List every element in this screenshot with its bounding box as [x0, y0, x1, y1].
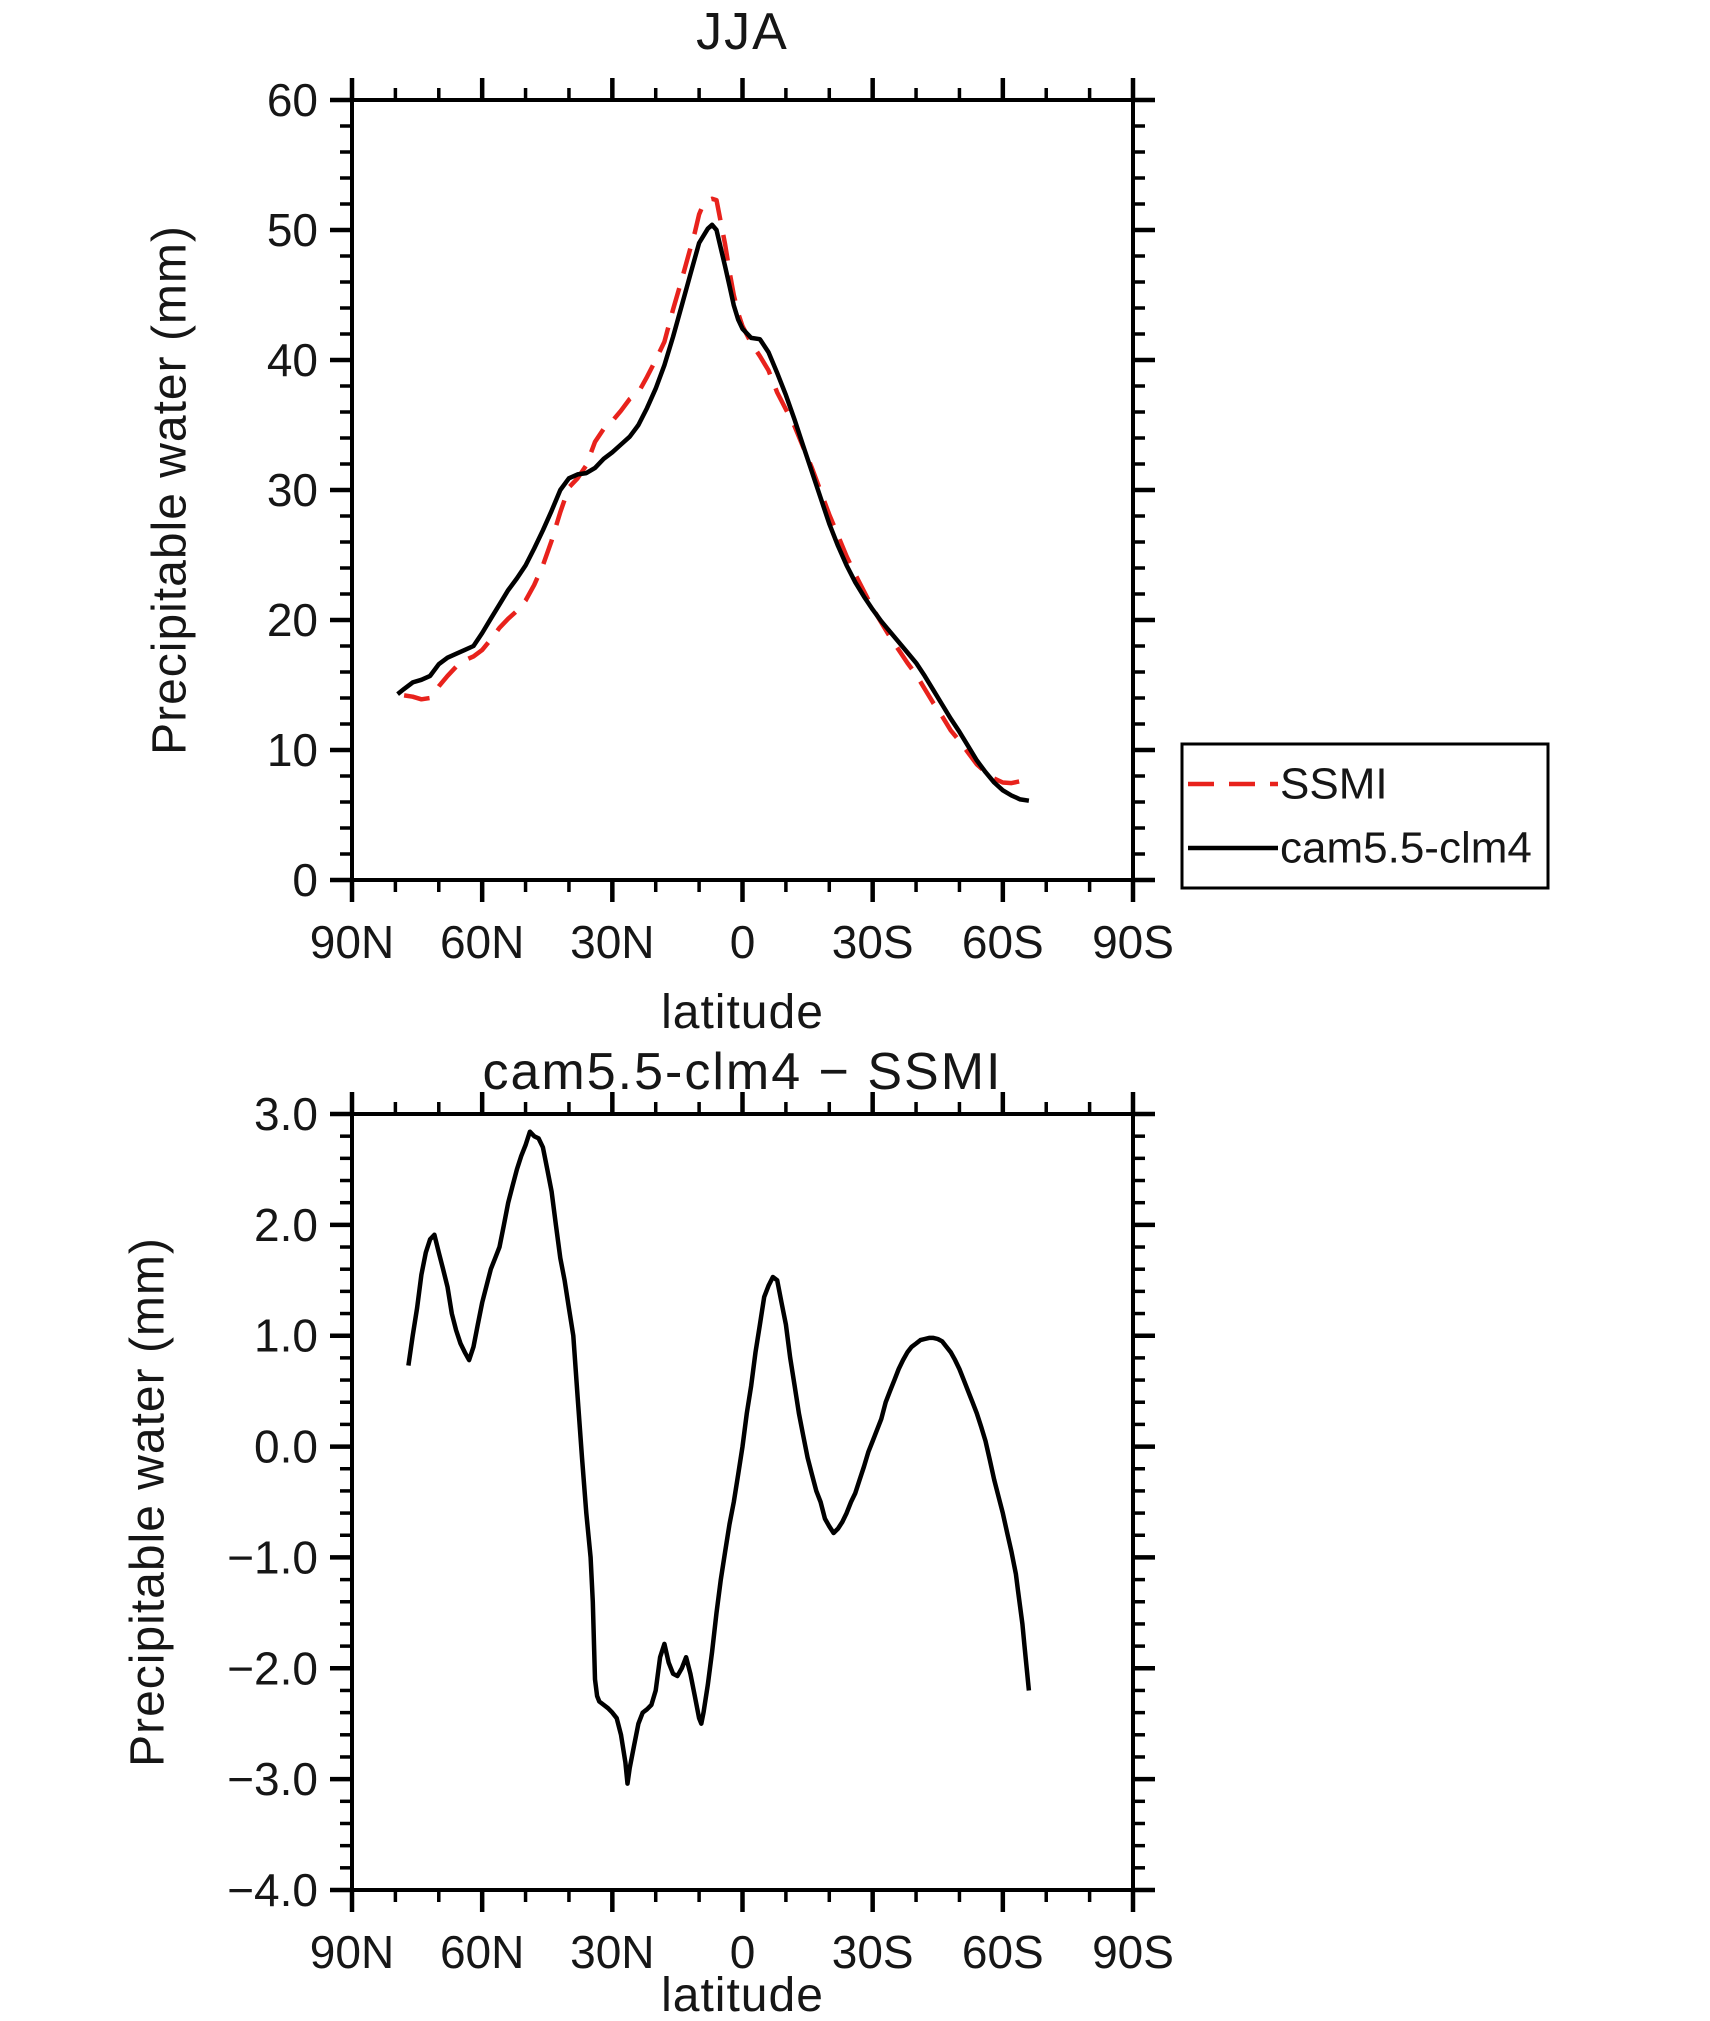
x-axis-tick-label: 90S	[1092, 916, 1174, 968]
y-axis-tick-label: 0.0	[254, 1421, 318, 1473]
y-axis-tick-label: 20	[267, 594, 318, 646]
series-line-cam5.5-clm4	[396, 222, 1030, 803]
x-axis-tick-label: 60S	[962, 916, 1044, 968]
y-axis-tick-label: −2.0	[227, 1642, 318, 1694]
y-axis-tick-label: −4.0	[227, 1864, 318, 1916]
y-axis-tick-label: 50	[267, 204, 318, 256]
x-axis-tick-label: 90N	[310, 916, 394, 968]
y-axis-tick-label: 60	[267, 74, 318, 126]
x-axis-tick-label: 60N	[440, 916, 524, 968]
x-axis-tick-label: 0	[730, 916, 756, 968]
x-axis-tick-label: 60N	[440, 1926, 524, 1978]
y-axis-tick-label: −3.0	[227, 1753, 318, 1805]
y-axis-tick-label: 3.0	[254, 1088, 318, 1140]
legend-box	[1180, 742, 1550, 890]
series-line-cam5.5-clm4-ssmi	[406, 1129, 1032, 1786]
plot-frame-1	[350, 1112, 1135, 1892]
y-axis-tick-label: −1.0	[227, 1531, 318, 1583]
x-axis-tick-label: 90N	[310, 1926, 394, 1978]
y-axis-tick-label: 30	[267, 464, 318, 516]
y-axis-tick-label: 10	[267, 724, 318, 776]
x-axis-tick-label: 0	[730, 1926, 756, 1978]
x-axis-tick-label: 30N	[570, 916, 654, 968]
y-axis-tick-label: 1.0	[254, 1310, 318, 1362]
x-axis-tick-label: 90S	[1092, 1926, 1174, 1978]
plot-frame-0	[350, 98, 1135, 882]
x-axis-tick-label: 60S	[962, 1926, 1044, 1978]
x-axis-tick-label: 30N	[570, 1926, 654, 1978]
y-axis-tick-label: 2.0	[254, 1199, 318, 1251]
y-axis-tick-label: 40	[267, 334, 318, 386]
series-line-ssmi	[403, 196, 1031, 786]
x-axis-tick-label: 30S	[832, 1926, 914, 1978]
legend-entry-label: SSMI	[1280, 760, 1388, 809]
legend-entry-label: cam5.5-clm4	[1280, 824, 1532, 873]
x-axis-tick-label: 30S	[832, 916, 914, 968]
y-axis-tick-label: 0	[292, 854, 318, 906]
